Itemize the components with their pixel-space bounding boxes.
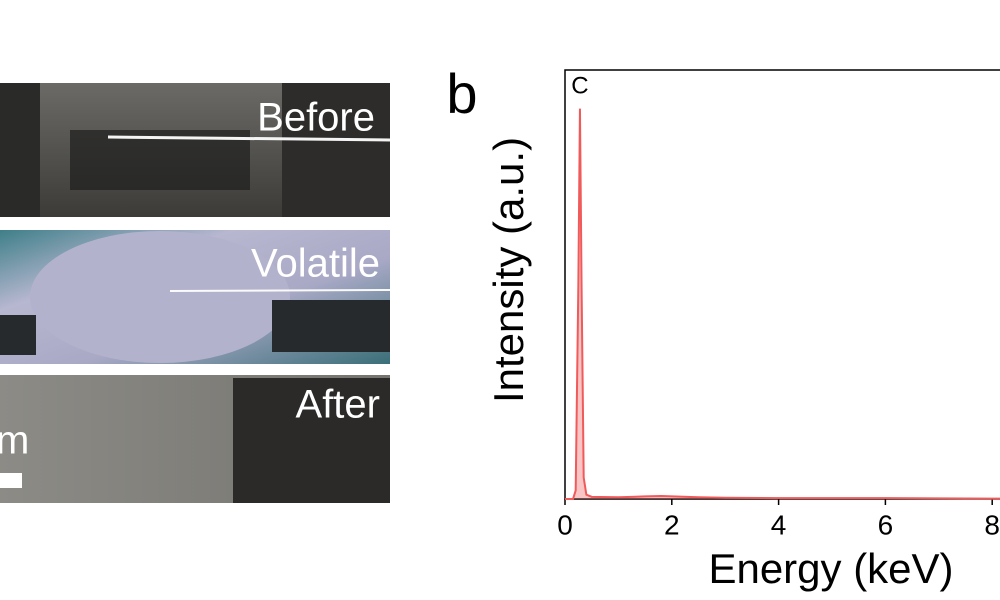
panel-label: b (446, 62, 477, 125)
peak-annotation: C (571, 72, 588, 99)
photo-volatile (0, 230, 391, 364)
photo-label: Volatile (251, 242, 380, 286)
photo-before (0, 83, 391, 217)
scale-label: m (0, 419, 29, 463)
x-axis-label: Energy (keV) (708, 545, 953, 592)
x-tick-label: 4 (771, 509, 787, 540)
photo-after (0, 375, 390, 503)
plot-frame (564, 69, 1000, 500)
x-tick-label: 2 (664, 509, 680, 540)
x-tick-label: 6 (878, 509, 894, 540)
x-tick-label: 0 (557, 509, 573, 540)
photo-label: After (296, 383, 380, 427)
x-tick-label: 8 (984, 509, 1000, 540)
spectrum-line (565, 108, 1000, 500)
photo-label: Before (257, 96, 375, 140)
spectrum-area (565, 108, 1000, 499)
y-axis-label: Intensity (a.u.) (485, 137, 532, 403)
